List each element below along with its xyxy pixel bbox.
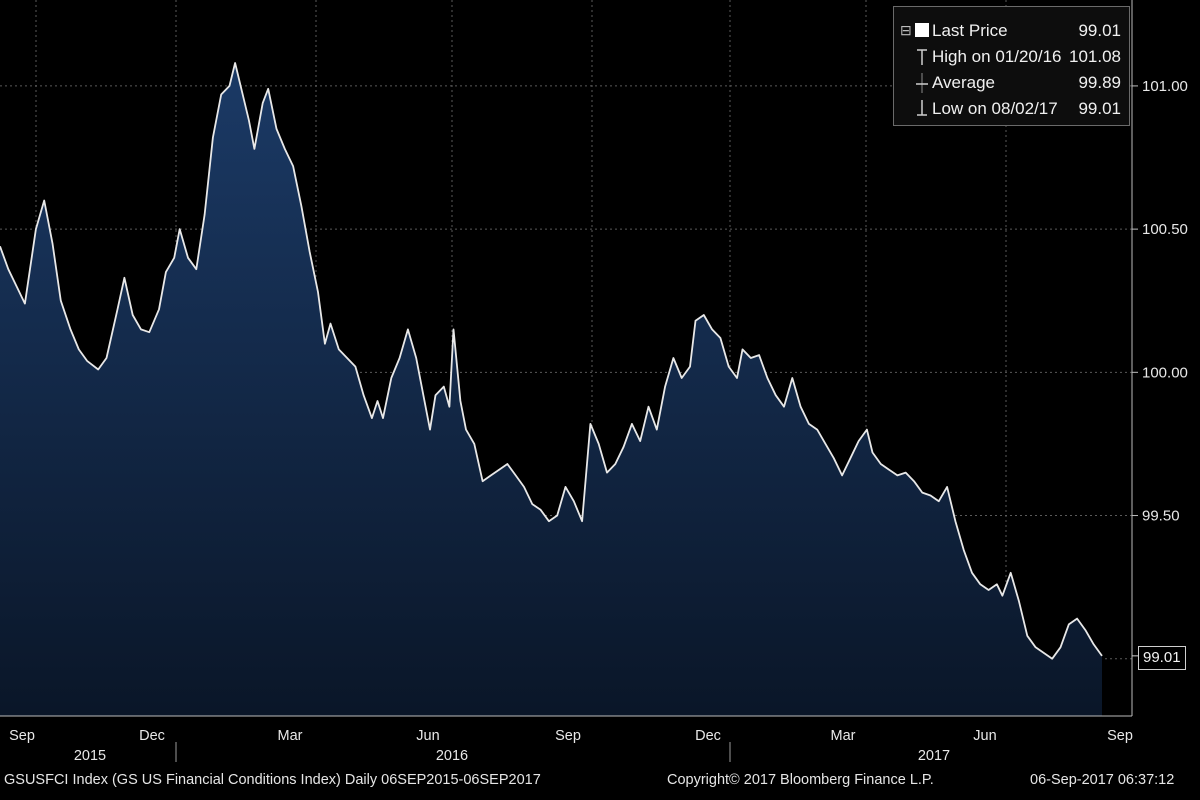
legend-box: ⊟ Last Price 99.01 High on 01/20/16 101.… [893,6,1130,126]
legend-value: 99.01 [1078,99,1121,118]
x-tick-label: Sep [9,728,35,744]
x-tick-label: Dec [139,728,165,744]
x-tick-label: Jun [416,728,439,744]
average-marker-icon [914,71,930,95]
y-tick-label: 101.00 [1142,78,1188,95]
area-fill [0,63,1102,716]
x-tick-label: Mar [278,728,303,744]
axes [0,0,1133,717]
collapse-icon[interactable]: ⊟ [900,22,912,38]
legend-row-low: Low on 08/02/17 99.01 [894,97,1129,123]
footer-copyright: Copyright© 2017 Bloomberg Finance L.P. [667,772,934,788]
year-label: 2016 [436,748,468,764]
legend-row-average: Average 99.89 [894,71,1129,97]
x-tick-label: Sep [555,728,581,744]
x-tick-label: Sep [1107,728,1133,744]
tick-labels: 101.00 100.50 100.00 99.50 Sep Dec Mar Jun Sep De… [9,78,1188,764]
legend-label: Last Price [932,21,1008,40]
last-price-tag: 99.01 [1138,646,1186,670]
price-line [0,62,1103,660]
legend-row-high: High on 01/20/16 101.08 [894,45,1129,71]
last-price-swatch-icon [914,19,930,43]
year-label: 2015 [74,748,106,764]
x-tick-label: Dec [695,728,721,744]
footer-ticker: GSUSFCI Index (GS US Financial Condition… [4,772,541,788]
legend-label: Average [932,73,996,92]
legend-value: 99.89 [1078,73,1121,92]
legend-value: 101.08 [1069,47,1121,66]
y-tick-label: 99.50 [1142,508,1180,525]
footer-timestamp: 06-Sep-2017 06:37:12 [1030,772,1175,788]
legend-label: Low on 08/02/17 [932,99,1058,118]
y-tick-label: 100.50 [1142,221,1188,238]
low-marker-icon [914,97,930,121]
y-tick-label: 100.00 [1142,364,1188,381]
year-label: 2017 [918,748,950,764]
high-marker-icon [914,45,930,69]
legend-value: 99.01 [1078,21,1121,40]
x-tick-label: Jun [973,728,996,744]
legend-label: High on 01/20/16 [932,47,1062,66]
x-tick-label: Mar [831,728,856,744]
legend-row-last-price: ⊟ Last Price 99.01 [894,19,1129,45]
